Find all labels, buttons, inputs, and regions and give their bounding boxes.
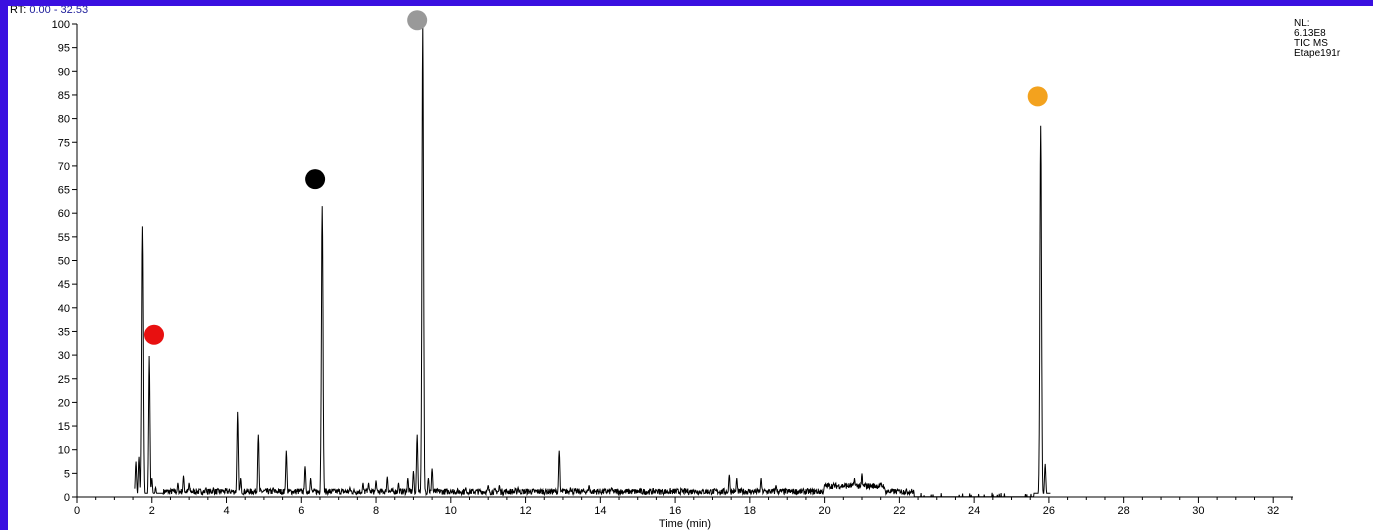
y-tick-label: 55 (58, 232, 70, 244)
x-tick-label: 14 (594, 505, 606, 517)
y-tick-label: 5 (64, 468, 70, 480)
x-axis-title: Time (min) (659, 518, 711, 530)
normalization-info: NL: 6.13E8 TIC MS Etape191r (1294, 19, 1340, 59)
x-tick-label: 28 (1118, 505, 1130, 517)
y-tick-label: 100 (52, 19, 70, 31)
x-tick-label: 10 (445, 505, 457, 517)
y-tick-label: 85 (58, 90, 70, 102)
peak-marker-black (305, 169, 326, 190)
x-tick-label: 4 (223, 505, 229, 517)
x-tick-label: 16 (669, 505, 681, 517)
y-tick-label: 45 (58, 279, 70, 291)
y-tick-label: 50 (58, 256, 70, 268)
y-tick-label: 10 (58, 445, 70, 457)
rt-range-value: 0.00 - 32.53 (29, 6, 89, 16)
y-tick-label: 40 (58, 303, 70, 315)
chromatogram-panel: RT: 0.00 - 32.53 NL: 6.13E8 TIC MS Etape… (8, 6, 1373, 530)
x-tick-label: 32 (1267, 505, 1279, 517)
x-tick-label: 2 (149, 505, 155, 517)
x-tick-label: 24 (968, 505, 980, 517)
y-tick-label: 30 (58, 350, 70, 362)
peak-markers (144, 10, 1048, 345)
y-tick-label: 80 (58, 114, 70, 126)
y-tick-label: 65 (58, 185, 70, 197)
peak-marker-red (144, 324, 165, 345)
y-tick-label: 70 (58, 161, 70, 173)
y-tick-label: 0 (64, 492, 70, 504)
x-tick-label: 22 (893, 505, 905, 517)
filename: Etape191r (1294, 48, 1341, 59)
x-tick-label: 8 (373, 505, 379, 517)
rt-range-label: RT: 0.00 - 32.53 (10, 6, 88, 16)
y-tick-label: 60 (58, 208, 70, 220)
y-tick-label: 75 (58, 137, 70, 149)
x-tick-label: 26 (1043, 505, 1055, 517)
peak-marker-orange (1027, 86, 1048, 107)
x-tick-label: 6 (298, 505, 304, 517)
y-tick-label: 25 (58, 374, 70, 386)
peak-marker-gray (407, 10, 428, 31)
axes: 0510152025303540455055606570758085909510… (52, 19, 1293, 530)
x-tick-label: 12 (519, 505, 531, 517)
y-tick-label: 15 (58, 421, 70, 433)
chromatogram-chart: 0510152025303540455055606570758085909510… (52, 10, 1293, 530)
y-tick-label: 95 (58, 43, 70, 55)
x-tick-label: 20 (818, 505, 830, 517)
rt-prefix: RT: (10, 6, 27, 16)
y-tick-label: 20 (58, 397, 70, 409)
tic-trace (134, 23, 1051, 498)
y-tick-label: 35 (58, 326, 70, 338)
x-tick-label: 30 (1192, 505, 1204, 517)
nl-value: 6.13E8 (1294, 28, 1326, 39)
tic-trace-line (134, 23, 1051, 498)
x-tick-label: 0 (74, 505, 80, 517)
y-tick-label: 90 (58, 66, 70, 78)
nl-label: NL: (1294, 18, 1310, 29)
x-tick-label: 18 (744, 505, 756, 517)
scan-type: TIC MS (1294, 38, 1328, 49)
